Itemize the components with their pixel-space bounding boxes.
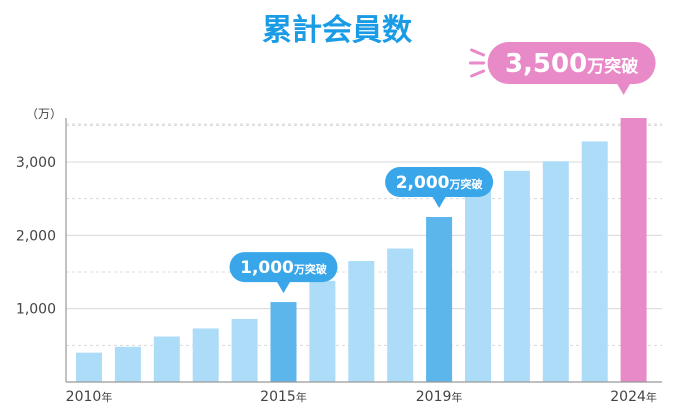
bar-2024 <box>620 118 647 382</box>
bars <box>76 118 647 382</box>
callout-pointer <box>276 281 291 294</box>
bar-2011 <box>114 346 141 382</box>
bar-2019 <box>426 217 453 382</box>
callout-suffix: 万突破 <box>448 177 482 191</box>
x-tick-label: 2019年 <box>416 389 463 405</box>
callout-bubble <box>385 167 494 197</box>
y-tick-label: 3,000 <box>16 155 56 171</box>
y-tick-label: 2,000 <box>16 228 56 244</box>
x-tick-suffix: 年 <box>296 390 307 404</box>
x-tick-year: 2010 <box>66 389 102 405</box>
x-tick-label: 2015年 <box>260 389 307 405</box>
callout-pointer <box>616 83 631 95</box>
callout-number: 3,500 <box>505 49 587 79</box>
bar-2012 <box>153 336 180 382</box>
bar-2013 <box>192 328 219 382</box>
callout-bubble <box>487 42 656 84</box>
bar-2015 <box>270 302 297 382</box>
x-tick-year: 2024 <box>610 389 646 405</box>
callout-3,500: 3,500万突破 <box>468 42 656 95</box>
callout-burst-mark <box>470 48 486 57</box>
bar-2014 <box>231 318 258 382</box>
callout-text: 3,500万突破 <box>505 49 638 79</box>
bar-2020 <box>465 187 491 382</box>
bar-2018 <box>387 248 414 382</box>
callout-2,000: 2,000万突破 <box>385 167 494 208</box>
bar-2022 <box>542 161 569 382</box>
x-tick-suffix: 年 <box>101 390 112 404</box>
bar-2023 <box>581 141 608 382</box>
bar-2016 <box>309 280 336 382</box>
callout-number: 1,000 <box>240 258 294 278</box>
x-tick-label: 2024年 <box>610 389 657 405</box>
bar-2021 <box>503 170 530 382</box>
bar-2017 <box>348 261 375 382</box>
y-axis-unit-label: （万） <box>26 107 62 121</box>
callout-suffix: 万突破 <box>293 262 327 276</box>
x-tick-year: 2015 <box>260 389 296 405</box>
callout-text: 1,000万突破 <box>240 258 327 278</box>
callout-number: 2,000 <box>396 173 450 193</box>
x-tick-year: 2019 <box>416 389 452 405</box>
x-tick-label: 2010年 <box>66 389 113 405</box>
callout-pointer <box>432 196 447 208</box>
y-tick-label: 1,000 <box>16 302 56 318</box>
x-tick-suffix: 年 <box>646 390 657 404</box>
x-tick-suffix: 年 <box>451 390 462 404</box>
chart-title: 累計会員数 <box>262 13 413 48</box>
callout-text: 2,000万突破 <box>396 173 483 193</box>
callout-burst-mark <box>470 69 486 78</box>
callout-1,000: 1,000万突破 <box>229 252 338 294</box>
callout-bubble <box>229 252 338 283</box>
bar-2010 <box>76 352 102 382</box>
callout-suffix: 万突破 <box>586 56 638 77</box>
